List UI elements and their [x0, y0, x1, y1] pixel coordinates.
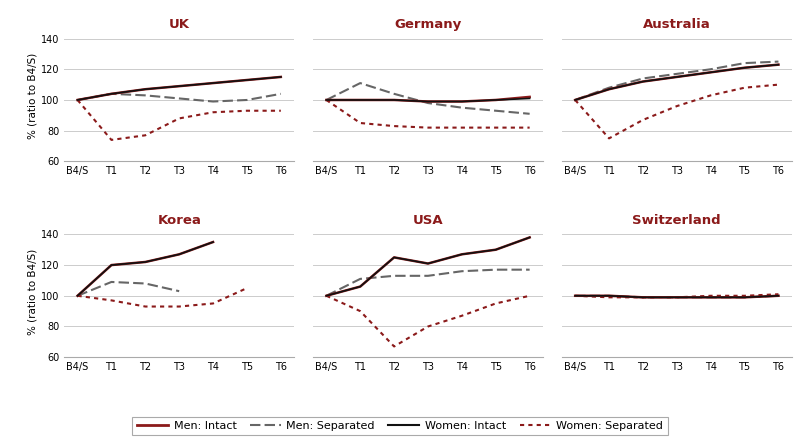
Title: UK: UK — [169, 18, 190, 31]
Title: USA: USA — [413, 214, 443, 227]
Title: Germany: Germany — [394, 18, 462, 31]
Y-axis label: % (ratio to B4/S): % (ratio to B4/S) — [28, 53, 38, 139]
Title: Australia: Australia — [643, 18, 710, 31]
Legend: Men: Intact, Men: Separated, Women: Intact, Women: Separated: Men: Intact, Men: Separated, Women: Inta… — [133, 417, 667, 435]
Title: Switzerland: Switzerland — [633, 214, 721, 227]
Y-axis label: % (ratio to B4/S): % (ratio to B4/S) — [28, 249, 38, 335]
Title: Korea: Korea — [158, 214, 201, 227]
